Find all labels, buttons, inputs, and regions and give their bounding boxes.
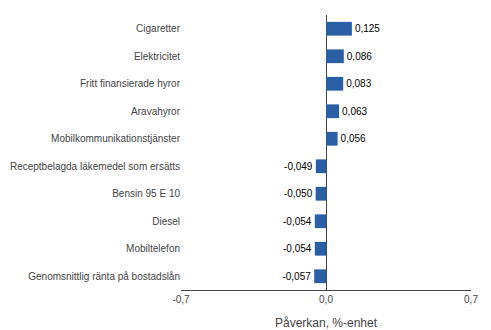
svg-text:-0,054: -0,054 xyxy=(283,243,312,254)
svg-text:Fritt finansierade hyror: Fritt finansierade hyror xyxy=(80,78,181,89)
svg-text:0,083: 0,083 xyxy=(346,78,371,89)
svg-text:Påverkan, %-enhet: Påverkan, %-enhet xyxy=(275,316,378,330)
svg-text:0,086: 0,086 xyxy=(347,51,372,62)
svg-text:Aravahyror: Aravahyror xyxy=(131,106,181,117)
svg-text:-0,057: -0,057 xyxy=(282,271,311,282)
svg-text:Bensin 95 E 10: Bensin 95 E 10 xyxy=(112,188,180,199)
svg-text:0,125: 0,125 xyxy=(355,23,380,34)
svg-text:0,7: 0,7 xyxy=(464,294,478,305)
svg-text:Mobilkommunikationstjänster: Mobilkommunikationstjänster xyxy=(51,133,181,144)
svg-text:-0,050: -0,050 xyxy=(284,188,313,199)
svg-text:Elektricitet: Elektricitet xyxy=(134,51,180,62)
svg-text:0,063: 0,063 xyxy=(342,106,367,117)
svg-text:0,056: 0,056 xyxy=(341,133,366,144)
svg-text:Diesel: Diesel xyxy=(152,216,180,227)
svg-text:Receptbelagda läkemedel som er: Receptbelagda läkemedel som ersätts xyxy=(10,161,180,172)
svg-text:Cigaretter: Cigaretter xyxy=(136,23,181,34)
svg-text:-0,054: -0,054 xyxy=(283,216,312,227)
svg-text:-0,049: -0,049 xyxy=(284,161,313,172)
svg-text:Mobiltelefon: Mobiltelefon xyxy=(126,243,180,254)
svg-text:Genomsnittlig ränta på bostads: Genomsnittlig ränta på bostadslån xyxy=(28,271,180,282)
svg-text:0,0: 0,0 xyxy=(319,294,333,305)
svg-text:-0,7: -0,7 xyxy=(172,294,190,305)
